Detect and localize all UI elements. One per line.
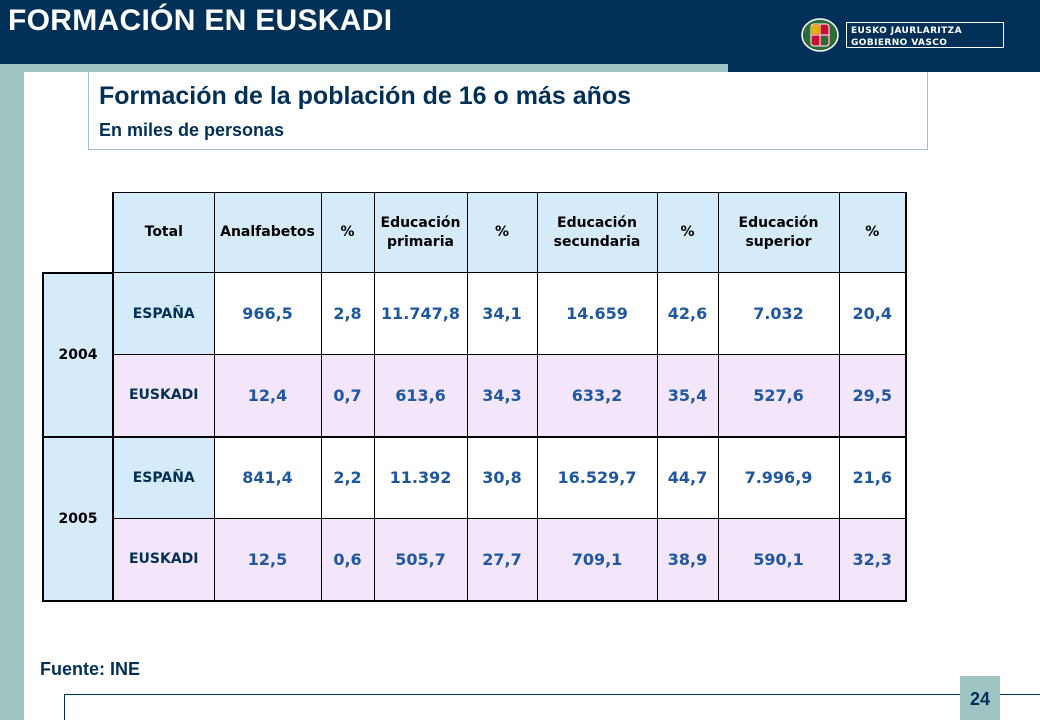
logo-line-2: GOBIERNO VASCO — [851, 38, 948, 48]
table-row: EUSKADI 12,4 0,7 613,6 34,3 633,2 35,4 5… — [43, 354, 907, 438]
value-cell: 38,9 — [656, 518, 719, 602]
value-cell: 11.747,8 — [373, 272, 468, 355]
value-cell: 44,7 — [656, 436, 719, 519]
page-number: 24 — [960, 676, 1000, 720]
education-table: Total Analfabetos % Educación primaria %… — [42, 192, 907, 602]
column-header: Analfabetos — [213, 192, 322, 273]
logo-wordmark: EUSKO JAURLARITZA GOBIERNO VASCO — [846, 22, 1004, 48]
value-cell: 7.996,9 — [717, 436, 840, 519]
value-cell: 27,7 — [466, 518, 538, 602]
value-cell: 11.392 — [373, 436, 468, 519]
value-cell: 709,1 — [536, 518, 658, 602]
slide-title-box: Formación de la población de 16 o más añ… — [88, 72, 928, 150]
column-header: % — [838, 192, 907, 273]
value-cell: 527,6 — [717, 354, 840, 438]
value-cell: 12,4 — [213, 354, 322, 438]
value-cell: 0,6 — [320, 518, 375, 602]
table-row: 2004 ESPAÑA 966,5 2,8 11.747,8 34,1 14.6… — [42, 272, 907, 438]
value-cell: 7.032 — [717, 272, 840, 355]
table-header-row: Total Analfabetos % Educación primaria %… — [43, 192, 907, 274]
value-cell: 613,6 — [373, 354, 468, 438]
value-cell: 30,8 — [466, 436, 538, 519]
value-cell: 14.659 — [536, 272, 658, 355]
value-cell: 0,7 — [320, 354, 375, 438]
value-cell: 34,3 — [466, 354, 538, 438]
value-cell: 966,5 — [213, 272, 322, 355]
year-cell: 2005 — [42, 436, 114, 602]
footer-rule-tick — [64, 694, 65, 720]
value-cell: 32,3 — [838, 518, 907, 602]
coat-of-arms-icon — [801, 18, 839, 52]
value-cell: 16.529,7 — [536, 436, 658, 519]
region-cell: EUSKADI — [112, 518, 215, 602]
value-cell: 841,4 — [213, 436, 322, 519]
top-banner: FORMACIÓN EN EUSKADI EUSKO JAURLARITZA G… — [0, 0, 1040, 72]
table-row: 2005 ESPAÑA 841,4 2,2 11.392 30,8 16.529… — [42, 436, 907, 602]
value-cell: 2,8 — [320, 272, 375, 355]
column-header: Educación primaria — [373, 192, 468, 273]
region-cell: ESPAÑA — [112, 272, 215, 355]
column-header: % — [656, 192, 719, 273]
slide-title: Formación de la población de 16 o más añ… — [99, 82, 632, 110]
column-header: % — [320, 192, 375, 273]
footer-rule — [64, 694, 1040, 695]
gobierno-vasco-logo: EUSKO JAURLARITZA GOBIERNO VASCO — [800, 18, 1004, 52]
logo-line-1: EUSKO JAURLARITZA — [851, 26, 962, 36]
header-corner — [43, 192, 114, 274]
column-header: Total — [112, 192, 215, 273]
column-header: Educación superior — [717, 192, 840, 273]
section-title: FORMACIÓN EN EUSKADI — [8, 4, 393, 37]
value-cell: 20,4 — [838, 272, 907, 355]
accent-strip — [0, 64, 728, 72]
column-header: Educación secundaria — [536, 192, 658, 273]
value-cell: 29,5 — [838, 354, 907, 438]
value-cell: 2,2 — [320, 436, 375, 519]
slide-subtitle: En miles de personas — [99, 120, 285, 140]
column-header: % — [466, 192, 538, 273]
region-cell: EUSKADI — [112, 354, 215, 438]
value-cell: 590,1 — [717, 518, 840, 602]
value-cell: 12,5 — [213, 518, 322, 602]
value-cell: 633,2 — [536, 354, 658, 438]
year-cell: 2004 — [42, 272, 114, 438]
value-cell: 21,6 — [838, 436, 907, 519]
value-cell: 34,1 — [466, 272, 538, 355]
value-cell: 42,6 — [656, 272, 719, 355]
table-row: EUSKADI 12,5 0,6 505,7 27,7 709,1 38,9 5… — [43, 518, 907, 602]
value-cell: 35,4 — [656, 354, 719, 438]
region-cell: ESPAÑA — [112, 436, 215, 519]
value-cell: 505,7 — [373, 518, 468, 602]
source-note: Fuente: INE — [40, 659, 141, 679]
left-strip — [0, 72, 24, 720]
